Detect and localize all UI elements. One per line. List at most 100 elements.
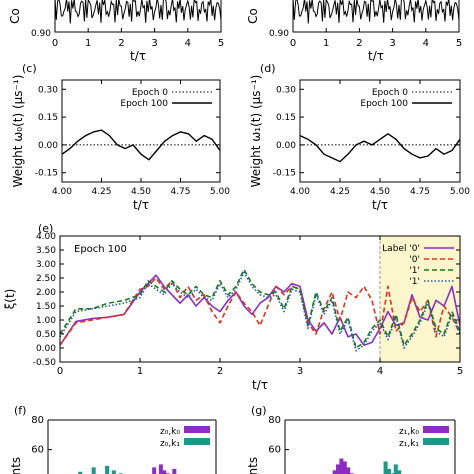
x-axis-label: t/τ	[130, 49, 146, 63]
x-tick-label: 4	[185, 38, 191, 49]
legend-label: Epoch 100	[120, 99, 168, 109]
y-tick-label: 60	[31, 445, 44, 456]
legend-swatch	[184, 426, 210, 433]
x-axis-label: t/τ	[252, 378, 268, 392]
y-tick-label: 80	[268, 415, 281, 426]
plot-frame	[292, 0, 460, 33]
y-tick-label: 0.90	[269, 29, 289, 39]
legend-label: z₀,k₀	[160, 427, 180, 437]
y-axis-label: Weight ω₀(t) (μs⁻¹)	[11, 75, 25, 188]
x-tick-label: 4.00	[52, 187, 72, 197]
y-tick-label: 0.00	[276, 141, 296, 151]
y-axis-label: Weight ω₁(t) (μs⁻¹)	[249, 75, 263, 188]
y-tick-label: 3.50	[36, 246, 56, 256]
x-tick-label: 2	[356, 38, 362, 49]
highlight-region	[380, 236, 460, 362]
y-tick-label: -0.50	[33, 358, 57, 368]
y-tick-label: 2.00	[36, 288, 56, 298]
histogram-bar	[332, 470, 337, 474]
y-axis-label: unts	[246, 457, 260, 474]
panel-label: (e)	[38, 222, 53, 235]
y-tick-label: 0.50	[36, 330, 56, 340]
plot-frame	[59, 235, 461, 363]
x-axis-label: t/τ	[133, 198, 149, 212]
histogram-bar	[105, 465, 110, 474]
x-tick-label: 2	[118, 38, 124, 49]
y-tick-label: 0.90	[31, 29, 51, 39]
x-tick-label: 4	[377, 366, 383, 377]
panel-label: (c)	[22, 62, 37, 75]
legend-label: '0'	[409, 255, 420, 265]
histogram-bar	[91, 467, 96, 474]
x-tick-label: 5.00	[450, 187, 470, 197]
x-tick-label: 4.25	[330, 187, 350, 197]
y-tick-label: 0.00	[38, 141, 58, 151]
series-line	[60, 274, 460, 347]
x-tick-label: 1	[137, 366, 143, 377]
series-group	[60, 268, 460, 352]
legend-swatch	[423, 426, 449, 433]
histogram-bar	[342, 461, 347, 474]
x-tick-label: 0	[290, 38, 296, 49]
signal-line	[54, 0, 222, 24]
x-tick-label: 1	[323, 38, 329, 49]
x-tick-label: 3	[389, 38, 395, 49]
y-axis-label: Co	[8, 8, 22, 24]
legend-label: z₁,k₁	[399, 439, 419, 449]
series-line	[299, 132, 461, 163]
histogram-bar	[78, 471, 83, 474]
x-tick-label: 4.25	[91, 187, 111, 197]
y-tick-label: 0.30	[38, 85, 58, 95]
x-tick-label: 4	[423, 38, 429, 49]
y-tick-label: 1.50	[36, 302, 56, 312]
x-tick-label: 4.00	[290, 187, 310, 197]
x-tick-label: 0	[52, 38, 58, 49]
y-tick-label: 80	[31, 415, 44, 426]
legend-label: Epoch 0	[132, 88, 168, 98]
legend-label: '1'	[409, 266, 420, 276]
x-tick-label: 5.00	[210, 187, 230, 197]
y-tick-label: -0.15	[35, 169, 58, 179]
y-tick-label: 0.30	[276, 85, 296, 95]
y-axis-label: unts	[9, 457, 23, 474]
histogram-bar	[387, 468, 391, 474]
y-tick-label: 4.00	[36, 232, 56, 242]
legend-swatch	[423, 438, 449, 445]
x-axis-label: t/τ	[368, 49, 384, 63]
panel-label: (g)	[251, 404, 267, 417]
legend-label: z₀,k₁	[160, 439, 180, 449]
legend-swatch	[184, 438, 210, 445]
y-tick-label: 2.50	[36, 274, 56, 284]
x-tick-label: 5	[457, 366, 463, 377]
x-tick-label: 4.50	[131, 187, 151, 197]
x-tick-label: 4.75	[170, 187, 190, 197]
histogram-bar	[393, 464, 398, 474]
histogram-bar	[111, 470, 116, 474]
x-tick-label: 2	[217, 366, 223, 377]
histogram-bar	[339, 458, 344, 474]
y-tick-label: 3.00	[36, 260, 56, 270]
x-tick-label: 4.75	[410, 187, 430, 197]
plot-frame	[54, 0, 222, 33]
x-tick-label: 5	[456, 38, 462, 49]
y-axis-label: Co	[246, 8, 260, 24]
histogram-bar	[152, 467, 157, 474]
y-tick-label: 0.15	[276, 113, 296, 123]
y-axis-label: ξ(t)	[3, 289, 17, 310]
x-tick-label: 1	[85, 38, 91, 49]
histogram-bar	[336, 464, 340, 474]
y-tick-label: 60	[268, 445, 281, 456]
y-tick-label: 1.00	[36, 316, 56, 326]
x-tick-label: 3	[151, 38, 157, 49]
panel-label: (d)	[260, 62, 276, 75]
y-tick-label: -0.15	[273, 169, 296, 179]
x-tick-label: 0	[57, 366, 63, 377]
annotation: Epoch 100	[74, 244, 127, 255]
histogram-bar	[172, 468, 177, 474]
y-tick-label: 0.15	[38, 113, 58, 123]
series-line	[61, 129, 221, 161]
x-axis-label: t/τ	[372, 198, 388, 212]
legend-label: Epoch 100	[360, 99, 408, 109]
histogram-bar	[158, 464, 163, 474]
